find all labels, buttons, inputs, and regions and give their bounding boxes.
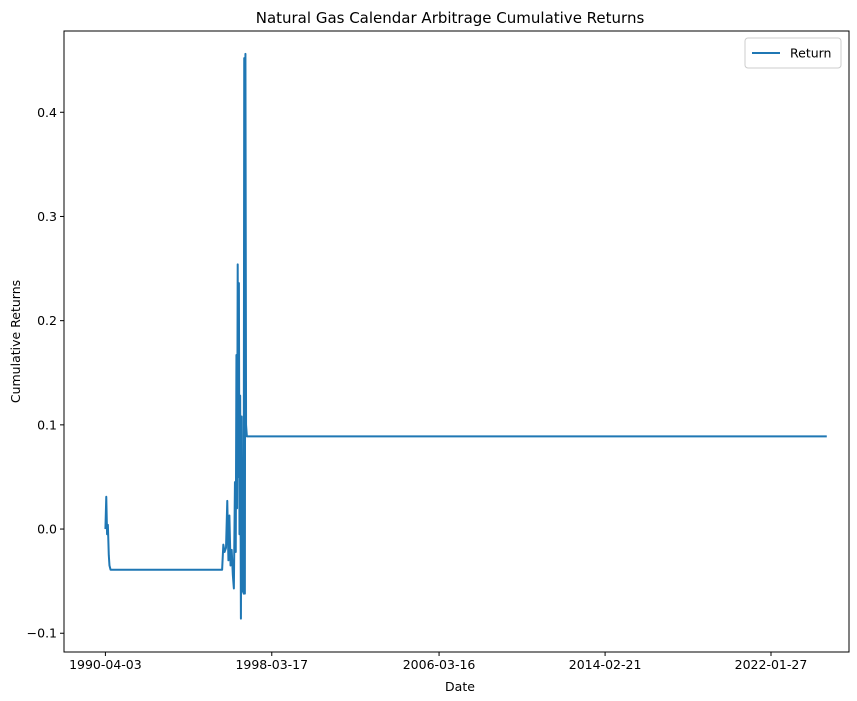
y-tick-label: 0.3	[37, 209, 57, 224]
x-tick-label: 1998-03-17	[235, 657, 308, 672]
x-tick-label: 2014-02-21	[569, 657, 642, 672]
chart-title: Natural Gas Calendar Arbitrage Cumulativ…	[256, 9, 645, 27]
y-tick-label: −0.1	[27, 626, 57, 641]
x-axis-title: Date	[445, 679, 475, 694]
y-tick-label: 0.4	[37, 105, 57, 120]
y-tick-label: 0.1	[37, 417, 57, 432]
legend-box	[744, 37, 842, 69]
y-tick-label: 0.2	[37, 313, 57, 328]
x-tick-label: 1990-04-03	[69, 657, 142, 672]
x-tick-label: 2006-03-16	[403, 657, 476, 672]
y-tick-label: 0.0	[37, 522, 57, 537]
series-line-0	[104, 52, 827, 620]
legend-label: Return	[790, 46, 831, 61]
legend: Return	[744, 37, 842, 69]
x-axis: 1990-04-03 1998-03-17 2006-03-16 2014-02-21…	[69, 652, 807, 672]
y-axis-title: Cumulative Returns	[8, 280, 23, 403]
y-axis: −0.1 0.0 0.1 0.2 0.3 0.4	[27, 105, 64, 641]
x-tick-label: 2022-01-27	[735, 657, 808, 672]
plot-frame	[63, 30, 850, 653]
series-layer	[104, 52, 827, 620]
